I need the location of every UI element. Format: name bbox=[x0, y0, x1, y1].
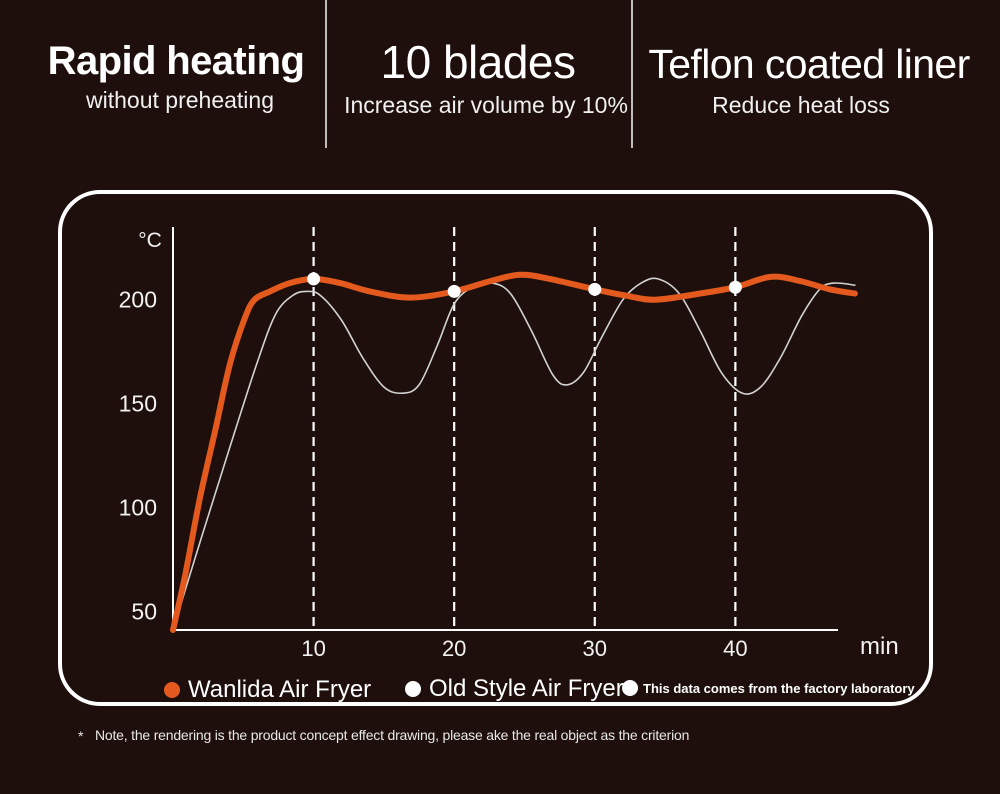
series-line-old-style bbox=[172, 277, 856, 631]
y-tick-label: 200 bbox=[119, 287, 157, 313]
footnote-marker: * bbox=[78, 728, 84, 744]
data-marker-40min bbox=[728, 280, 742, 294]
footnote-text: Note, the rendering is the product conce… bbox=[95, 727, 690, 743]
legend-dot-old-style bbox=[405, 681, 421, 697]
legend-label-old-style: Old Style Air Fryer bbox=[429, 675, 624, 702]
y-tick-label: 50 bbox=[131, 598, 157, 624]
feature-subtitle-blades: Increase air volume by 10% bbox=[344, 92, 628, 118]
legend-data-source-note: This data comes from the factory laborat… bbox=[643, 681, 915, 696]
feature-title-rapid-heating: Rapid heating bbox=[47, 39, 305, 83]
data-marker-30min bbox=[588, 282, 602, 296]
x-tick-label: 10 bbox=[301, 636, 325, 661]
x-tick-label: 40 bbox=[723, 636, 747, 661]
chart-frame bbox=[58, 190, 933, 706]
x-tick-label: 20 bbox=[442, 636, 466, 661]
data-marker-20min bbox=[447, 284, 461, 298]
feature-subtitle-liner: Reduce heat loss bbox=[712, 92, 890, 118]
legend-dot-wanlida bbox=[164, 682, 180, 698]
x-axis-label: min bbox=[860, 633, 899, 660]
y-tick-label: 150 bbox=[119, 391, 157, 417]
data-marker-10min bbox=[307, 272, 321, 286]
x-tick-label: 30 bbox=[583, 636, 607, 661]
legend-dot-note bbox=[622, 680, 638, 696]
y-axis-label: °C bbox=[138, 229, 162, 252]
legend-label-wanlida: Wanlida Air Fryer bbox=[188, 676, 372, 703]
feature-subtitle-rapid-heating: without preheating bbox=[86, 87, 274, 113]
header-divider bbox=[631, 0, 633, 148]
feature-title-liner: Teflon coated liner bbox=[648, 41, 970, 87]
header-divider bbox=[325, 0, 327, 148]
y-tick-label: 100 bbox=[119, 494, 157, 520]
feature-title-blades: 10 blades bbox=[380, 36, 577, 88]
series-line-wanlida bbox=[170, 271, 858, 633]
